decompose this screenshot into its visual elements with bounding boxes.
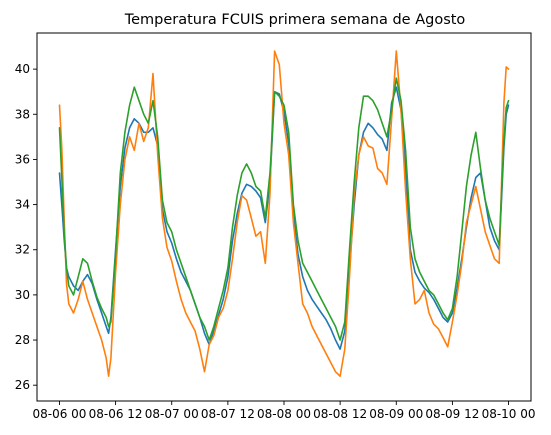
series-line-2 bbox=[58, 50, 510, 377]
y-tick-label: 30 bbox=[15, 288, 30, 302]
chart-title: Temperatura FCUIS primera semana de Agos… bbox=[124, 12, 466, 28]
y-tick-label: 32 bbox=[15, 243, 30, 257]
y-tick-label: 36 bbox=[15, 152, 30, 166]
x-tick-label: 08-09 00 bbox=[369, 407, 423, 421]
x-tick-label: 08-07 12 bbox=[201, 407, 255, 421]
y-tick-label: 34 bbox=[15, 198, 30, 212]
x-tick-label: 08-09 12 bbox=[425, 407, 479, 421]
x-axis: 08-06 00 08-06 12 08-07 00 08-07 12 08-08 00… bbox=[32, 401, 536, 421]
x-tick-label: 08-08 12 bbox=[313, 407, 367, 421]
y-tick-label: 40 bbox=[15, 62, 30, 76]
series-layer bbox=[58, 50, 510, 377]
y-tick-label: 26 bbox=[15, 378, 30, 392]
y-tick-label: 28 bbox=[15, 333, 30, 347]
x-tick-label: 08-07 00 bbox=[145, 407, 199, 421]
x-tick-label: 08-06 00 bbox=[32, 407, 86, 421]
x-tick-label: 08-08 00 bbox=[257, 407, 311, 421]
y-tick-label: 38 bbox=[15, 107, 30, 121]
series-line-3 bbox=[58, 77, 510, 341]
x-tick-label: 08-06 12 bbox=[89, 407, 143, 421]
plot-frame bbox=[36, 32, 532, 402]
x-tick-label: 08-10 00 bbox=[482, 407, 536, 421]
series-line-1 bbox=[58, 86, 510, 350]
y-axis: 26 28 30 32 34 36 38 40 bbox=[15, 62, 37, 392]
